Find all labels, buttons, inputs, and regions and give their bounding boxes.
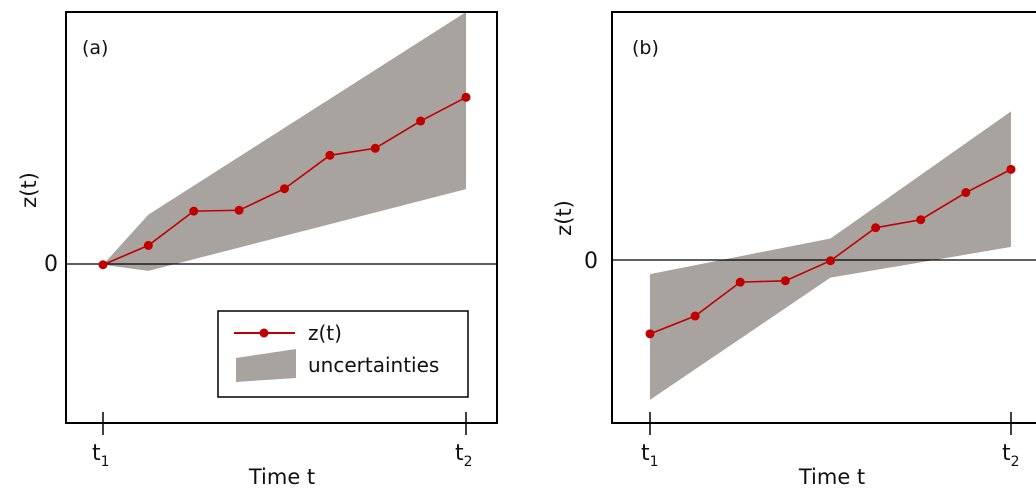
data-point-a-1 <box>143 240 153 250</box>
panel-label-b: (b) <box>632 37 659 59</box>
data-point-a-7 <box>416 116 426 126</box>
data-point-a-8 <box>461 92 471 102</box>
data-point-b-1 <box>690 311 700 321</box>
data-point-b-0 <box>645 329 655 339</box>
panel-a: (a) z(t) 0 t1 t2 Time t z(t) uncertainti… <box>17 11 498 489</box>
x-axis-title-b: Time t <box>798 465 865 489</box>
legend-label-series: z(t) <box>308 321 342 345</box>
y-tick-label-zero-b: 0 <box>584 249 598 274</box>
x-axis-title-a: Time t <box>248 465 315 489</box>
data-point-a-4 <box>280 184 289 194</box>
data-point-b-5 <box>871 223 881 233</box>
data-point-a-0 <box>98 260 108 270</box>
data-point-b-8 <box>1006 164 1016 174</box>
legend-label-band: uncertainties <box>308 353 439 377</box>
uncertainty-band-a <box>103 12 466 271</box>
legend-box <box>217 310 469 398</box>
data-point-a-6 <box>370 143 380 153</box>
plot-frame-b <box>611 11 1036 424</box>
uncertainty-band-b <box>650 111 1011 400</box>
y-axis-title-a: z(t) <box>17 172 41 208</box>
y-axis-title-b: z(t) <box>552 200 576 236</box>
legend: z(t) uncertainties <box>217 310 469 398</box>
data-point-b-4 <box>826 256 835 266</box>
plot-frame-a <box>65 11 498 424</box>
data-point-b-6 <box>916 215 926 225</box>
x-tick-label-t2-a: t2 <box>455 441 473 470</box>
data-point-b-2 <box>735 277 745 287</box>
panel-label-a: (a) <box>82 37 108 59</box>
data-point-b-3 <box>780 276 790 286</box>
x-tick-label-t1-b: t1 <box>641 441 659 470</box>
legend-band-swatch <box>236 349 296 382</box>
data-point-a-5 <box>325 150 335 160</box>
x-tick-label-t1-a: t1 <box>92 441 110 470</box>
data-point-b-7 <box>961 188 971 198</box>
panel-b: (b) z(t) 0 t1 t2 Time t <box>552 11 1036 489</box>
x-tick-label-t2-b: t2 <box>1002 441 1020 470</box>
y-tick-label-zero-a: 0 <box>44 252 58 277</box>
data-point-a-2 <box>189 206 199 216</box>
legend-marker-swatch <box>259 328 269 338</box>
data-point-a-3 <box>234 205 244 215</box>
